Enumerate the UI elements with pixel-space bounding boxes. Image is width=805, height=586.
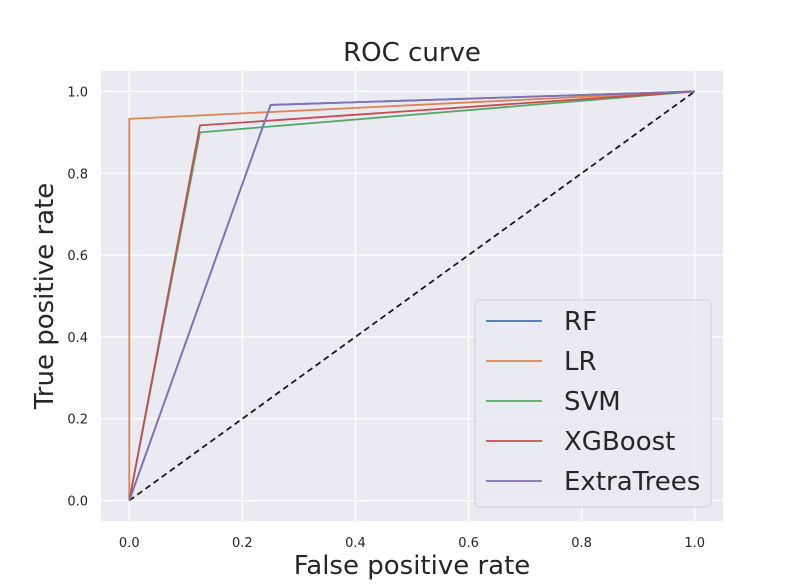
grid-lines xyxy=(101,71,723,521)
reference-line xyxy=(128,90,696,502)
series-line-xgboost xyxy=(128,90,695,501)
x-axis-label: False positive rate xyxy=(294,551,531,581)
y-tick-labels: 0.0 0.2 0.4 0.6 0.8 1.0 xyxy=(67,85,88,509)
chart-title: ROC curve xyxy=(343,38,481,68)
y-tick-label: 0.8 xyxy=(67,167,88,182)
x-tick-label: 0.6 xyxy=(458,536,479,551)
legend-label: ExtraTrees xyxy=(564,467,700,497)
legend: RF LR SVM XGBoost ExtraTrees xyxy=(474,299,712,508)
y-tick-label: 0.0 xyxy=(67,495,88,510)
legend-label: RF xyxy=(564,307,597,337)
legend-box xyxy=(474,299,712,508)
legend-label: SVM xyxy=(564,387,621,417)
x-tick-label: 0.8 xyxy=(571,536,592,551)
y-tick-label: 0.6 xyxy=(67,249,88,264)
x-tick-label: 0.4 xyxy=(345,536,366,551)
series-lines xyxy=(128,90,695,501)
y-axis-label: True positive rate xyxy=(30,183,60,411)
y-tick-label: 0.4 xyxy=(67,331,88,346)
x-tick-label: 1.0 xyxy=(684,536,705,551)
legend-label: LR xyxy=(564,347,597,377)
x-tick-label: 0.2 xyxy=(232,536,253,551)
legend-label: XGBoost xyxy=(564,427,675,457)
x-tick-labels: 0.0 0.2 0.4 0.6 0.8 1.0 xyxy=(119,536,705,551)
series-line-extratrees xyxy=(128,90,695,501)
x-tick-label: 0.0 xyxy=(119,536,140,551)
chance-line xyxy=(128,90,696,502)
y-tick-label: 0.2 xyxy=(67,413,88,428)
y-tick-label: 1.0 xyxy=(67,85,88,100)
series-line-lr xyxy=(128,90,695,501)
